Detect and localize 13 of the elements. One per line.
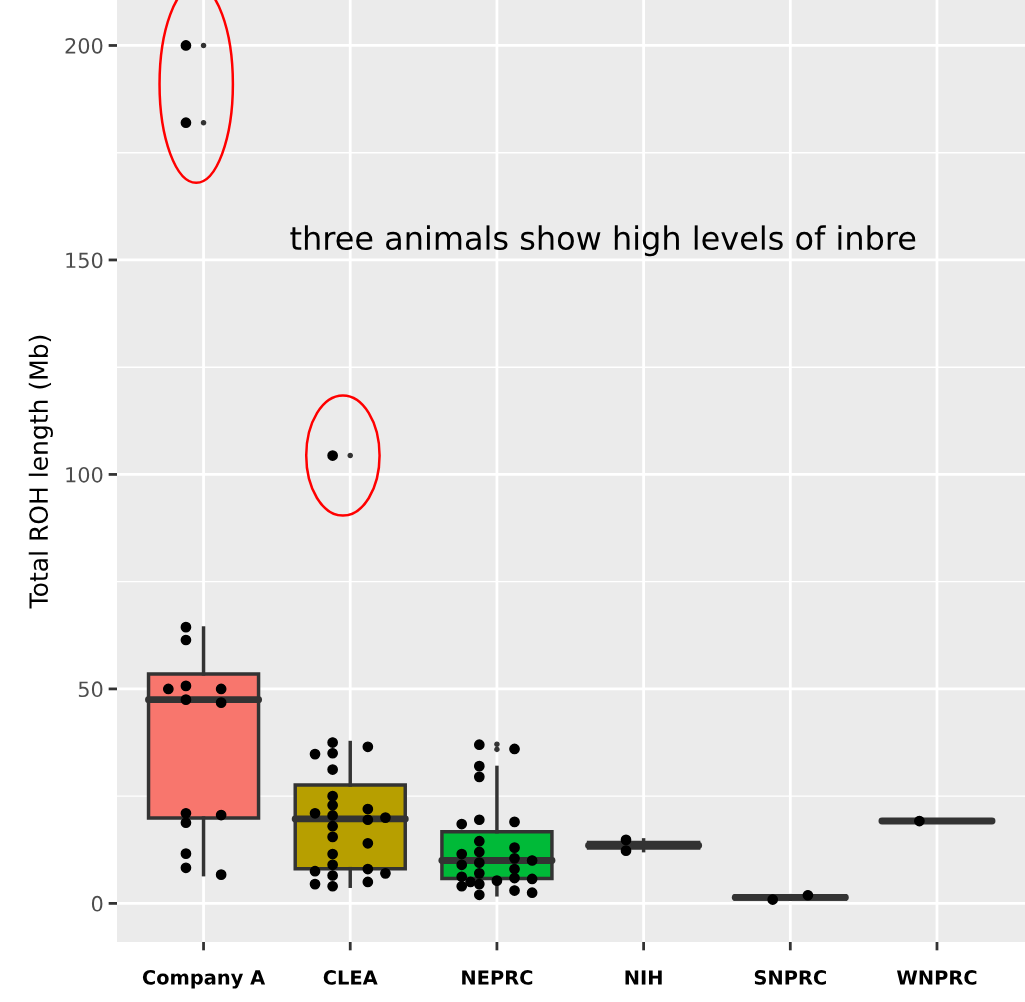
x-tick-label: Company A	[142, 969, 266, 989]
x-tick-label: NEPRC	[462, 970, 533, 985]
y-tick-label: 0	[91, 895, 103, 912]
y-axis-title: Total ROH length (Mb)	[28, 335, 53, 609]
y-tick-label: 150	[66, 252, 103, 269]
x-tick-label: NIH	[625, 970, 662, 985]
y-tick-label: 200	[65, 37, 103, 54]
annotation: three animals show high levels of inbre	[290, 225, 916, 257]
x-tick-label: SNPRC	[754, 970, 826, 985]
y-tick-label: 50	[78, 681, 103, 698]
x-tick-label: WNPRC	[896, 970, 977, 985]
y-tick-label: 100	[66, 466, 103, 483]
x-tick-label: CLEA	[323, 970, 378, 985]
